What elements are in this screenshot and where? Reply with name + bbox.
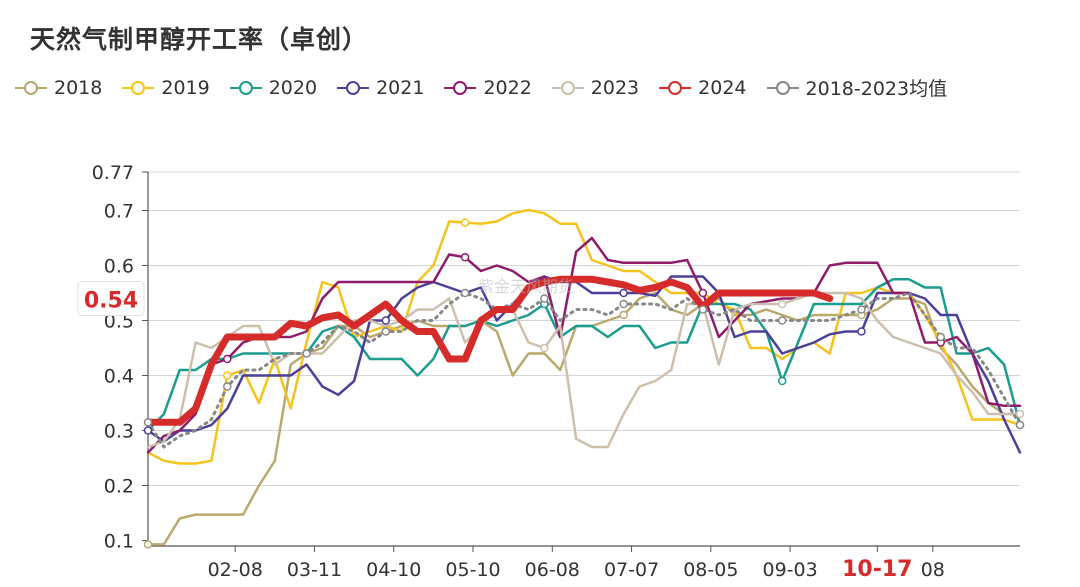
x-tick-label: 08-05 <box>683 559 738 581</box>
data-point-marker <box>460 288 470 298</box>
legend-line-circle-icon <box>15 80 47 95</box>
legend-label: 2021 <box>376 76 425 99</box>
y-tick-label: 0.1 <box>104 531 134 553</box>
series-line-2021[interactable] <box>146 275 1022 454</box>
y-tick-label: 0.6 <box>104 256 134 278</box>
data-point-marker <box>223 371 232 380</box>
x-tick-label: 04-10 <box>366 559 421 581</box>
y-tick-label: 0.7 <box>104 201 134 223</box>
legend-line-circle-icon <box>122 80 155 95</box>
y-tick-label: 0.77 <box>92 162 134 184</box>
chart-title: 天然气制甲醇开工率（卓创） <box>30 25 369 54</box>
legend-label: 2020 <box>268 76 318 99</box>
data-point-marker <box>540 343 549 353</box>
data-point-marker <box>619 299 628 309</box>
series-line-2018-2023均值[interactable] <box>146 291 1022 449</box>
legend-item-2022[interactable]: 2022 <box>443 76 532 99</box>
data-point-marker <box>777 299 787 309</box>
legend-item-2018-2023均值[interactable]: 2018-2023均值 <box>766 74 948 101</box>
data-point-marker <box>698 288 708 298</box>
data-point-marker <box>777 316 787 325</box>
x-tick-label: 06-08 <box>525 559 580 581</box>
series-line-2024[interactable] <box>144 275 834 426</box>
data-point-marker <box>857 305 866 314</box>
data-point-marker <box>619 288 628 298</box>
x-tick-label: 07-07 <box>604 559 659 581</box>
legend-line-circle-icon <box>551 80 584 95</box>
watermark: 紫金天风期货 <box>478 277 574 296</box>
x-tick-label: 05-10 <box>445 559 500 581</box>
data-point-marker <box>223 382 232 391</box>
y-tick-label: 0.4 <box>104 366 134 388</box>
legend-line-circle-icon <box>444 80 477 95</box>
svg-text:紫金天风期货: 紫金天风期货 <box>478 277 574 296</box>
x-tick-label-highlight: 10-17 <box>842 557 912 582</box>
x-tick-label: 02-08 <box>208 559 263 581</box>
legend-line-circle-icon <box>229 80 262 95</box>
legend-item-2021[interactable]: 2021 <box>336 77 424 99</box>
x-tick-label: 09-03 <box>762 559 817 581</box>
axis-pointer-label-box <box>77 281 145 316</box>
data-point-marker <box>540 294 549 303</box>
data-point-marker <box>460 218 470 227</box>
y-tick-label: 0.2 <box>104 476 134 498</box>
data-point-marker <box>1015 409 1025 419</box>
data-point-marker <box>777 376 787 386</box>
data-point-marker <box>302 349 311 358</box>
legend-item-2023[interactable]: 2023 <box>551 77 639 99</box>
legend[interactable]: 2018 2019 2020 2021 2022 2023 2024 2018-2023均值 <box>14 74 966 100</box>
legend-label: 2019 <box>161 76 210 99</box>
data-point-marker <box>936 332 945 342</box>
legend-item-2019[interactable]: 2019 <box>121 76 210 99</box>
data-point-marker <box>143 418 153 427</box>
data-point-marker <box>698 305 708 314</box>
axis-pointer-value: 0.54 <box>84 289 138 314</box>
data-point-marker <box>381 316 391 325</box>
data-point-marker <box>381 327 391 336</box>
legend-label: 2024 <box>698 76 747 99</box>
x-tick-label: 03-11 <box>287 559 342 581</box>
legend-label: 2023 <box>590 76 640 99</box>
legend-label: 2022 <box>483 76 532 99</box>
legend-line-circle-icon <box>337 80 370 95</box>
y-tick-label: 0.3 <box>104 421 134 443</box>
legend-item-2020[interactable]: 2020 <box>229 77 317 99</box>
series-line-2022[interactable] <box>146 236 1022 454</box>
x-tick-label: 08 <box>921 559 945 581</box>
data-point-marker <box>619 310 628 320</box>
data-point-marker <box>460 253 470 262</box>
legend-line-circle-icon <box>766 80 799 95</box>
legend-line-circle-icon <box>659 80 692 95</box>
data-point-marker <box>223 354 232 364</box>
legend-label: 2018 <box>54 76 103 99</box>
legend-item-2018[interactable]: 2018 <box>14 77 102 99</box>
data-point-marker <box>143 540 153 549</box>
legend-item-2024[interactable]: 2024 <box>658 76 747 99</box>
data-point-marker <box>1015 420 1025 430</box>
data-point-marker <box>857 327 866 336</box>
series-line-2019[interactable] <box>146 208 1022 465</box>
legend-label: 2018-2023均值 <box>805 78 948 100</box>
data-point-marker <box>143 426 153 435</box>
